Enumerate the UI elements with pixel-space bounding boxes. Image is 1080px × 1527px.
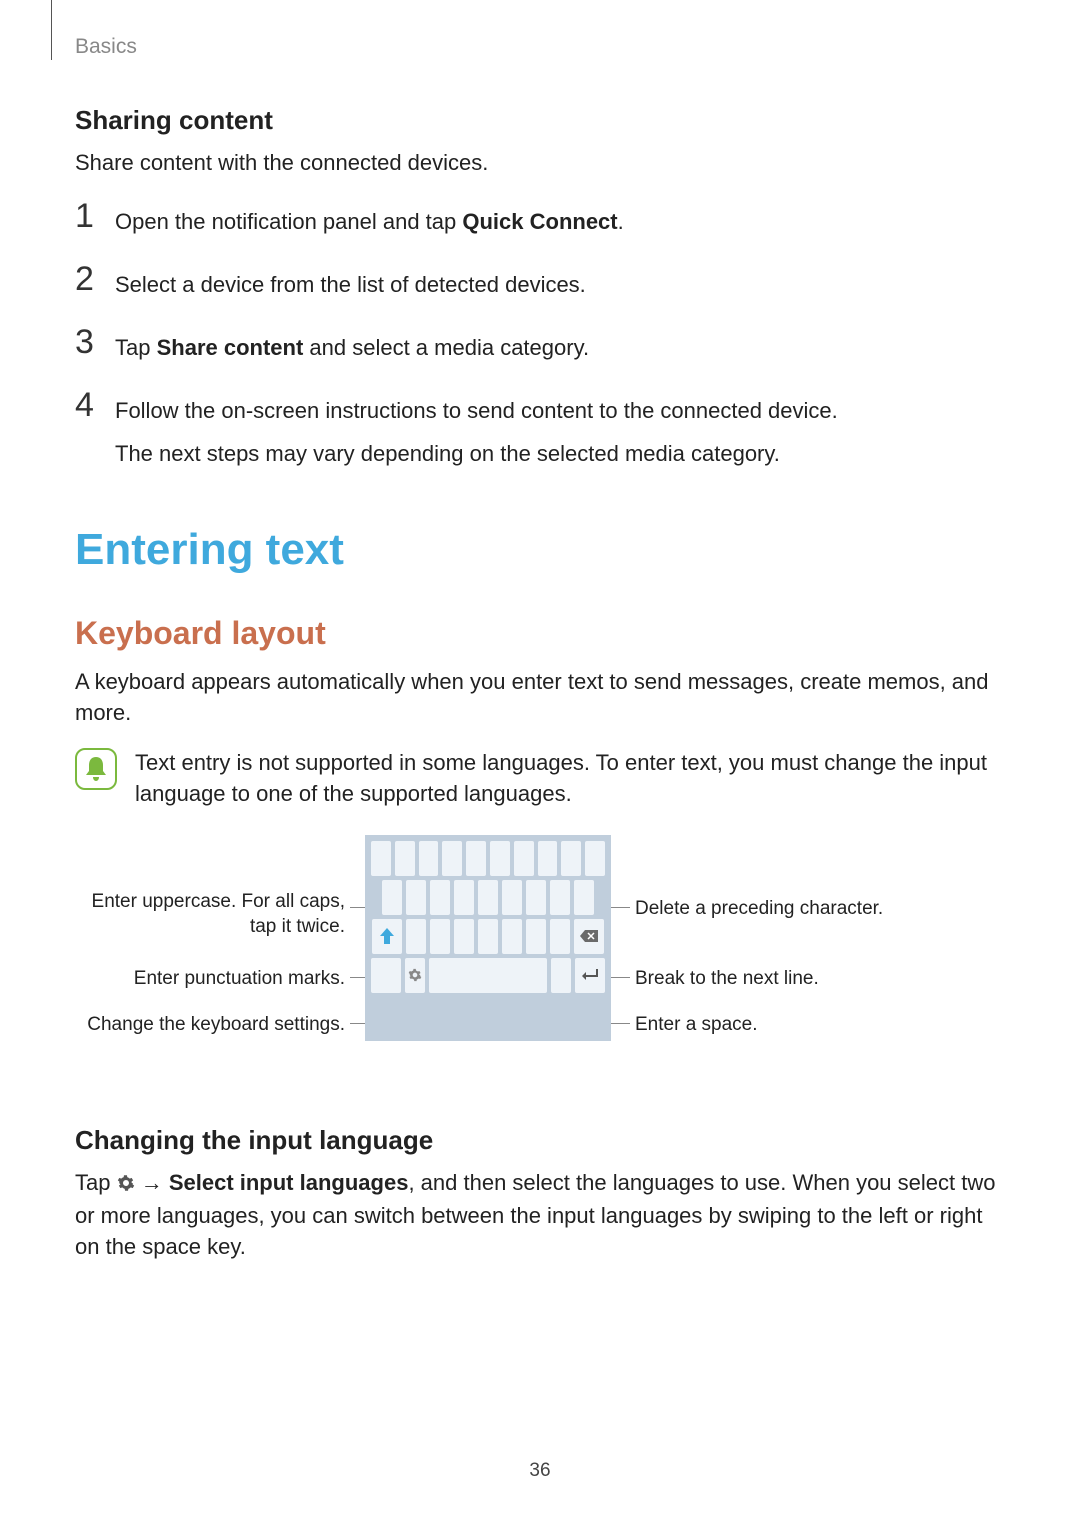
key <box>406 880 426 915</box>
keyboard-diagram: Enter uppercase. For all caps, tap it tw… <box>75 835 1005 1095</box>
key <box>550 919 570 954</box>
backspace-icon <box>580 930 598 942</box>
step-pre: Tap <box>115 335 157 360</box>
step-row: 1 Open the notification panel and tap Qu… <box>75 199 1005 238</box>
step-text: Select a device from the list of detecte… <box>115 262 586 301</box>
key <box>430 880 450 915</box>
bell-icon <box>85 756 107 782</box>
key <box>454 880 474 915</box>
key <box>550 880 570 915</box>
sharing-intro: Share content with the connected devices… <box>75 148 1005 179</box>
step-post: . <box>618 209 624 234</box>
period-key <box>551 958 571 993</box>
key <box>419 841 439 876</box>
key <box>371 841 391 876</box>
key <box>454 919 474 954</box>
note-icon <box>75 748 117 790</box>
enter-icon <box>582 968 598 982</box>
changing-bold: Select input languages <box>169 1170 409 1195</box>
step-number: 2 <box>75 262 115 296</box>
kb-row-4 <box>371 958 605 993</box>
key <box>585 841 605 876</box>
key <box>538 841 558 876</box>
keyboard-intro: A keyboard appears automatically when yo… <box>75 667 1005 729</box>
breadcrumb: Basics <box>75 35 137 59</box>
sym-key <box>371 958 401 993</box>
step-text: Open the notification panel and tap Quic… <box>115 199 624 238</box>
backspace-key <box>574 919 604 954</box>
callout-newline: Break to the next line. <box>635 967 935 992</box>
key <box>466 841 486 876</box>
changing-text: Tap → Select input languages, and then s… <box>75 1168 1005 1262</box>
step-pre: Select a device from the list of detecte… <box>115 272 586 297</box>
key <box>490 841 510 876</box>
key <box>502 880 522 915</box>
keyboard-layout-heading: Keyboard layout <box>75 615 1005 652</box>
shift-key <box>372 919 402 954</box>
step-number: 4 <box>75 388 115 422</box>
key <box>526 880 546 915</box>
gear-icon <box>408 968 422 982</box>
kb-row-2 <box>371 880 605 915</box>
key <box>478 919 498 954</box>
callout-punctuation: Enter punctuation marks. <box>75 967 345 992</box>
header-tab-marker <box>40 0 52 60</box>
entering-heading: Entering text <box>75 525 1005 575</box>
step-row: 2 Select a device from the list of detec… <box>75 262 1005 301</box>
callout-delete: Delete a preceding character. <box>635 897 935 922</box>
changing-arrow: → <box>135 1170 169 1195</box>
kb-row-3 <box>371 919 605 954</box>
step-number: 1 <box>75 199 115 233</box>
step-pre: Follow the on-screen instructions to sen… <box>115 398 838 423</box>
step-sub: The next steps may vary depending on the… <box>115 437 838 470</box>
key <box>502 919 522 954</box>
page-number: 36 <box>529 1460 550 1482</box>
step-number: 3 <box>75 325 115 359</box>
key <box>526 919 546 954</box>
key <box>574 880 594 915</box>
step-bold: Quick Connect <box>462 209 617 234</box>
callout-space: Enter a space. <box>635 1013 885 1038</box>
space-key <box>429 958 547 993</box>
callout-uppercase: Enter uppercase. For all caps, tap it tw… <box>75 890 345 939</box>
step-pre: Open the notification panel and tap <box>115 209 462 234</box>
step-row: 3 Tap Share content and select a media c… <box>75 325 1005 364</box>
key <box>561 841 581 876</box>
key <box>514 841 534 876</box>
key <box>478 880 498 915</box>
key <box>382 880 402 915</box>
enter-key <box>575 958 605 993</box>
note-text: Text entry is not supported in some lang… <box>135 748 1005 810</box>
note-row: Text entry is not supported in some lang… <box>75 748 1005 810</box>
gear-icon-inline <box>117 1170 135 1201</box>
kb-row-1 <box>371 841 605 876</box>
changing-heading: Changing the input language <box>75 1125 1005 1156</box>
settings-key <box>405 958 425 993</box>
step-bold: Share content <box>157 335 304 360</box>
key <box>442 841 462 876</box>
key <box>395 841 415 876</box>
step-post: and select a media category. <box>303 335 589 360</box>
keyboard-graphic <box>365 835 611 1041</box>
callout-settings: Change the keyboard settings. <box>75 1013 345 1038</box>
sharing-heading: Sharing content <box>75 105 1005 136</box>
key <box>406 919 426 954</box>
changing-pre: Tap <box>75 1170 117 1195</box>
step-text: Follow the on-screen instructions to sen… <box>115 388 838 470</box>
page-content: Sharing content Share content with the c… <box>75 105 1005 1282</box>
shift-icon <box>380 928 394 944</box>
step-row: 4 Follow the on-screen instructions to s… <box>75 388 1005 470</box>
step-text: Tap Share content and select a media cat… <box>115 325 589 364</box>
key <box>430 919 450 954</box>
